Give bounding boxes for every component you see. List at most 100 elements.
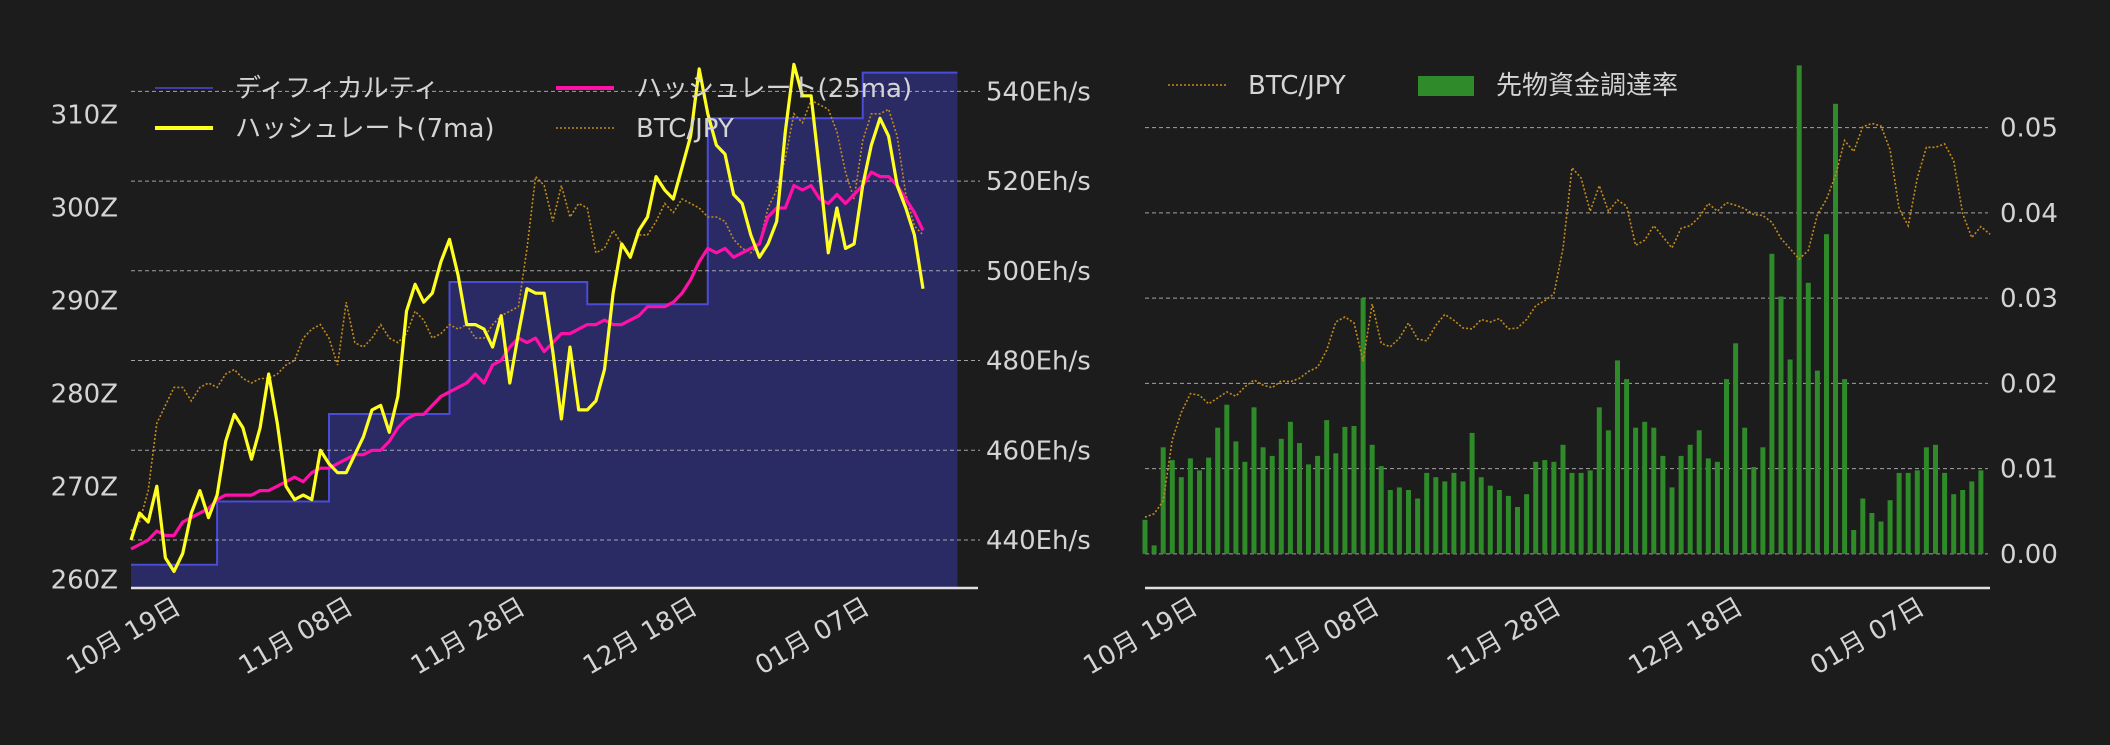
funding-rate-bar <box>1206 457 1212 554</box>
funding-rate-bar <box>1142 519 1148 554</box>
funding-rate-bar <box>1960 490 1966 554</box>
difficulty-area <box>131 72 958 588</box>
y-left-tick: 270Z <box>51 473 118 503</box>
legend-swatch <box>1418 76 1474 96</box>
funding-rate-bar <box>1951 494 1957 554</box>
funding-rate-bar <box>1369 444 1375 554</box>
funding-rate-bar <box>1542 460 1548 554</box>
funding-rate-bar <box>1923 447 1929 554</box>
y-right-tick: 0.05 <box>2000 114 2058 144</box>
funding-rate-bar <box>1242 461 1248 554</box>
funding-rate-bar <box>1724 379 1729 554</box>
funding-rate-bar <box>1424 472 1430 554</box>
y-right-tick: 440Eh/s <box>986 526 1091 556</box>
funding-rate-bar <box>1642 421 1648 554</box>
funding-rate-bar <box>1469 432 1475 554</box>
funding-rate-bar <box>1169 460 1175 554</box>
funding-rate-bar <box>1624 379 1630 554</box>
y-left-tick: 260Z <box>51 566 118 596</box>
funding-rate-bar <box>1769 253 1775 554</box>
y-left-tick: 300Z <box>51 194 118 224</box>
funding-rate-bar <box>1460 481 1466 554</box>
funding-rate-bar <box>1451 472 1457 554</box>
legend-label: BTC/JPY <box>1248 71 1346 101</box>
funding-rate-bar <box>1778 296 1784 554</box>
funding-rate-bar <box>1187 458 1193 554</box>
y-right-tick: 540Eh/s <box>986 77 1091 107</box>
funding-rate-bar <box>1505 495 1511 554</box>
funding-rate-bar <box>1560 444 1566 554</box>
funding-rate-bar <box>1215 427 1221 554</box>
funding-rate-bar <box>1406 490 1411 554</box>
hashrate-25ma-line <box>130 170 925 551</box>
funding-rate-bar <box>1787 359 1793 554</box>
funding-rate-bar <box>1869 513 1875 554</box>
funding-rate-bar <box>1669 487 1675 554</box>
funding-rate-bar <box>1914 470 1920 554</box>
funding-rate-bar <box>1178 477 1184 554</box>
funding-rate-bar <box>1251 407 1257 554</box>
y-right-tick: 0.02 <box>2000 369 2058 399</box>
y-left-tick: 290Z <box>51 287 118 317</box>
funding-rate-bar <box>1942 472 1948 554</box>
legend-label: ハッシュレート(25ma) <box>636 74 912 104</box>
funding-rate-bar <box>1605 430 1611 554</box>
funding-rate-bar <box>1515 507 1520 554</box>
y-right-tick: 500Eh/s <box>986 257 1091 287</box>
funding-rate-bar <box>1751 467 1757 554</box>
funding-rate-bar <box>1887 500 1893 554</box>
funding-rate-bar <box>1833 103 1838 554</box>
funding-rate-bar <box>1896 472 1902 554</box>
funding-rate-bar <box>1933 444 1938 554</box>
funding-rate-bar <box>1705 458 1711 554</box>
funding-rate-bar <box>1315 455 1321 554</box>
funding-rate-bar <box>1533 461 1539 554</box>
funding-rate-bar <box>1978 470 1984 554</box>
legend-label: ハッシュレート(7ma) <box>235 114 495 144</box>
y-right-tick: 0.01 <box>2000 455 2058 485</box>
funding-rate-bar <box>1905 472 1911 554</box>
funding-rate-bar <box>1260 447 1266 554</box>
legend-label: ディフィカルティ <box>235 74 439 104</box>
funding-rate-bar <box>1742 427 1748 554</box>
y-right-tick: 480Eh/s <box>986 347 1091 377</box>
funding-rate-bar <box>1524 494 1530 554</box>
funding-rate-bar <box>1587 470 1593 554</box>
funding-rate-bar <box>1805 282 1811 554</box>
btcjpy-line <box>130 99 924 532</box>
funding-rate-bar <box>1415 498 1421 554</box>
funding-rate-bar <box>1687 444 1693 554</box>
funding-rate-bar <box>1814 370 1820 554</box>
funding-rate-bar <box>1596 407 1602 554</box>
funding-rate-bar <box>1197 470 1202 554</box>
funding-rate-bar <box>1442 481 1448 554</box>
funding-rate-bar <box>1151 545 1157 554</box>
funding-rate-bar <box>1478 477 1484 554</box>
btcjpy-line <box>1144 122 1991 518</box>
funding-rate-bar <box>1824 234 1829 554</box>
funding-rate-bar <box>1969 481 1975 554</box>
hashrate-7ma-line <box>129 62 925 573</box>
funding-rate-bar <box>1387 490 1393 554</box>
funding-rate-bar <box>1851 530 1857 554</box>
funding-rate-bar <box>1615 360 1620 554</box>
funding-rate-bar <box>1306 464 1311 554</box>
funding-rate-bar <box>1842 379 1848 554</box>
funding-rate-bar <box>1633 427 1639 554</box>
funding-rate-bar <box>1396 487 1402 554</box>
funding-rate-bar <box>1333 453 1339 554</box>
funding-rate-bar <box>1360 298 1366 554</box>
y-right-tick: 0.03 <box>2000 284 2058 314</box>
funding-rate-bar <box>1660 455 1666 554</box>
funding-rate-bar <box>1351 426 1357 554</box>
funding-rate-bar <box>1278 438 1284 554</box>
y-right-tick: 0.04 <box>2000 199 2058 229</box>
funding-rate-bar <box>1496 490 1502 554</box>
y-right-tick: 520Eh/s <box>986 167 1091 197</box>
funding-rate-bar <box>1378 466 1384 554</box>
legend-label: 先物資金調達率 <box>1496 71 1678 101</box>
funding-rate-bar <box>1878 521 1884 554</box>
legend-label: BTC/JPY <box>636 114 734 144</box>
